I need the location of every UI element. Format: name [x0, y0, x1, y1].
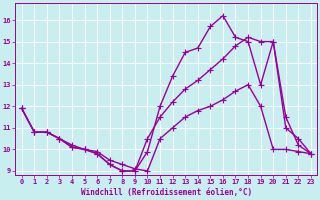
X-axis label: Windchill (Refroidissement éolien,°C): Windchill (Refroidissement éolien,°C) [81, 188, 252, 197]
